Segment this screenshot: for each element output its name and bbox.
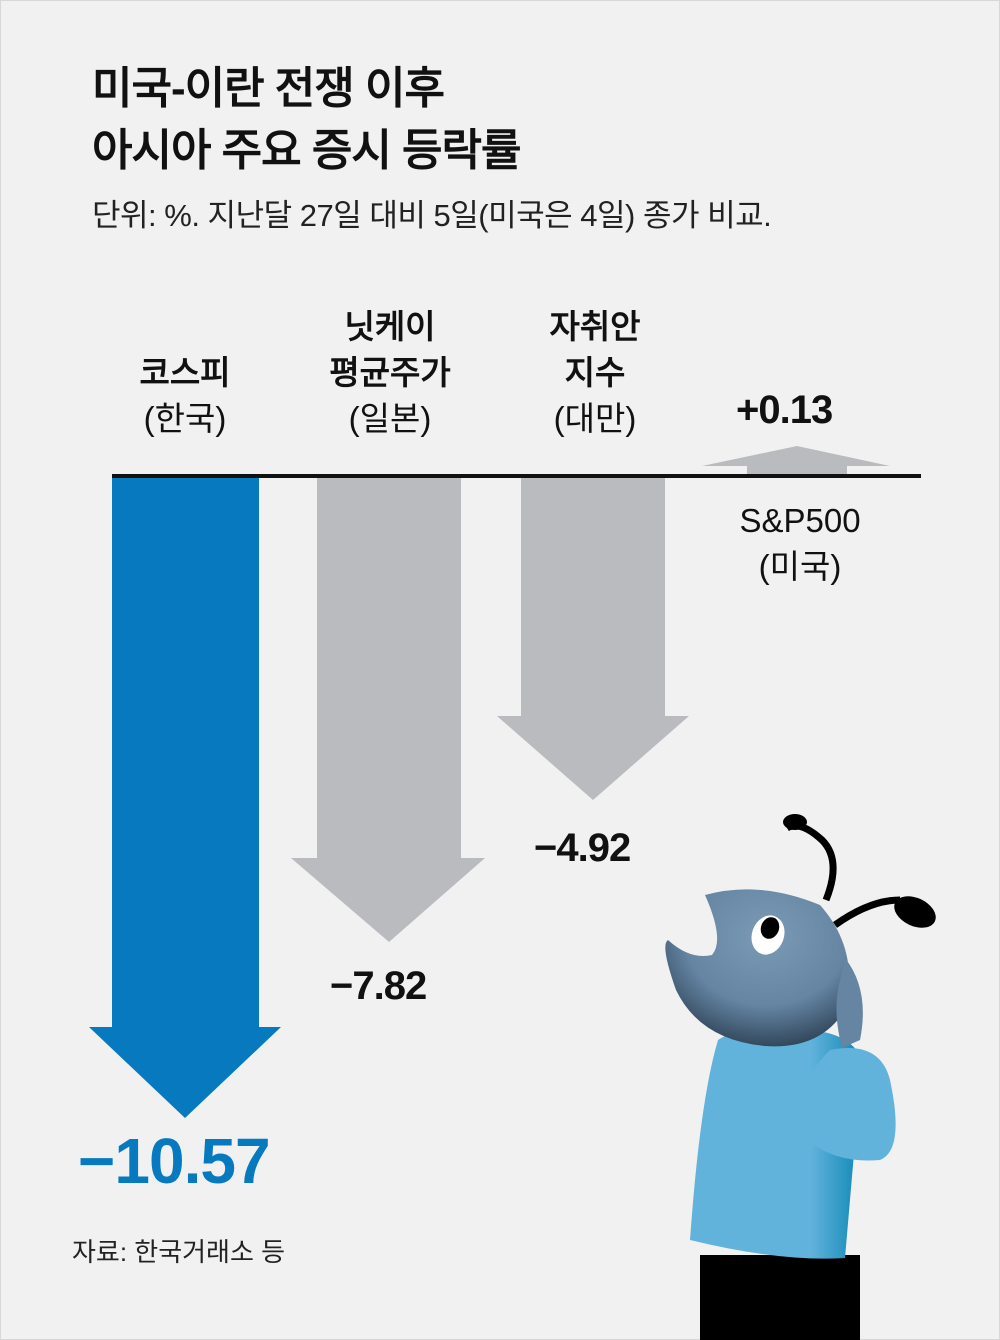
value-taiex: −4.92 [534,826,631,870]
chart-subtitle: 단위: %. 지난달 27일 대비 5일(미국은 4일) 종가 비교. [92,198,772,233]
chart-title: 미국-이란 전쟁 이후 아시아 주요 증시 등락률 [92,58,521,182]
label-sp500-name: S&P500 [739,502,861,539]
arrow-kospi [89,478,281,1118]
zero-baseline [112,474,921,478]
arrow-taiex [497,478,689,800]
label-taiex-country: (대만) [553,400,637,437]
source-note: 자료: 한국거래소 등 [72,1237,286,1267]
label-nikkei-name-2: 평균주가 [329,354,451,391]
label-kospi-country: (한국) [143,400,227,437]
label-sp500-country: (미국) [758,548,842,585]
label-kospi-name: 코스피 [139,354,231,391]
label-nikkei: 닛케이 평균주가 (일본) [290,304,490,442]
value-kospi: −10.57 [78,1125,271,1197]
label-kospi: 코스피 (한국) [100,350,270,442]
label-nikkei-name-1: 닛케이 [344,308,436,345]
ant-character-illustration [665,814,936,1340]
label-nikkei-country: (일본) [348,400,432,437]
title-line-2: 아시아 주요 증시 등락률 [92,126,521,175]
arrow-sp500 [702,446,890,474]
label-sp500: S&P500 (미국) [700,498,900,590]
label-taiex-name-2: 지수 [564,354,626,391]
title-line-1: 미국-이란 전쟁 이후 [92,64,445,113]
arrow-nikkei [291,478,485,942]
label-taiex-name-1: 자취안 [549,308,641,345]
label-taiex: 자취안 지수 (대만) [505,304,685,442]
value-sp500: +0.13 [736,388,833,432]
value-nikkei: −7.82 [330,964,427,1008]
